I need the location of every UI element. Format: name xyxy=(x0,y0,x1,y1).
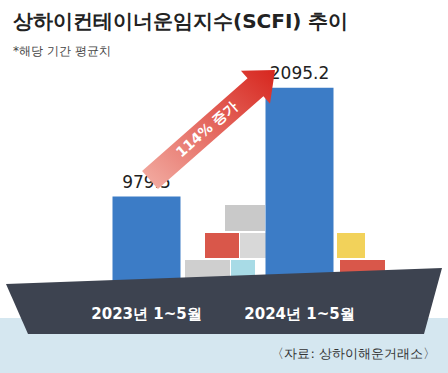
svg-text:2023년 1~5월: 2023년 1~5월 xyxy=(91,305,201,323)
svg-text:〈자료: 상하이해운거래소〉: 〈자료: 상하이해운거래소〉 xyxy=(271,346,436,361)
svg-text:2095.2: 2095.2 xyxy=(270,63,329,83)
svg-text:114% 증가: 114% 증가 xyxy=(173,98,241,160)
svg-text:2024년 1~5월: 2024년 1~5월 xyxy=(244,305,354,323)
svg-text:*해당 기간 평균치: *해당 기간 평균치 xyxy=(13,44,111,58)
svg-text:상하이컨테이너운임지수(SCFI) 추이: 상하이컨테이너운임지수(SCFI) 추이 xyxy=(13,9,348,33)
svg-text:979.5: 979.5 xyxy=(122,172,171,192)
